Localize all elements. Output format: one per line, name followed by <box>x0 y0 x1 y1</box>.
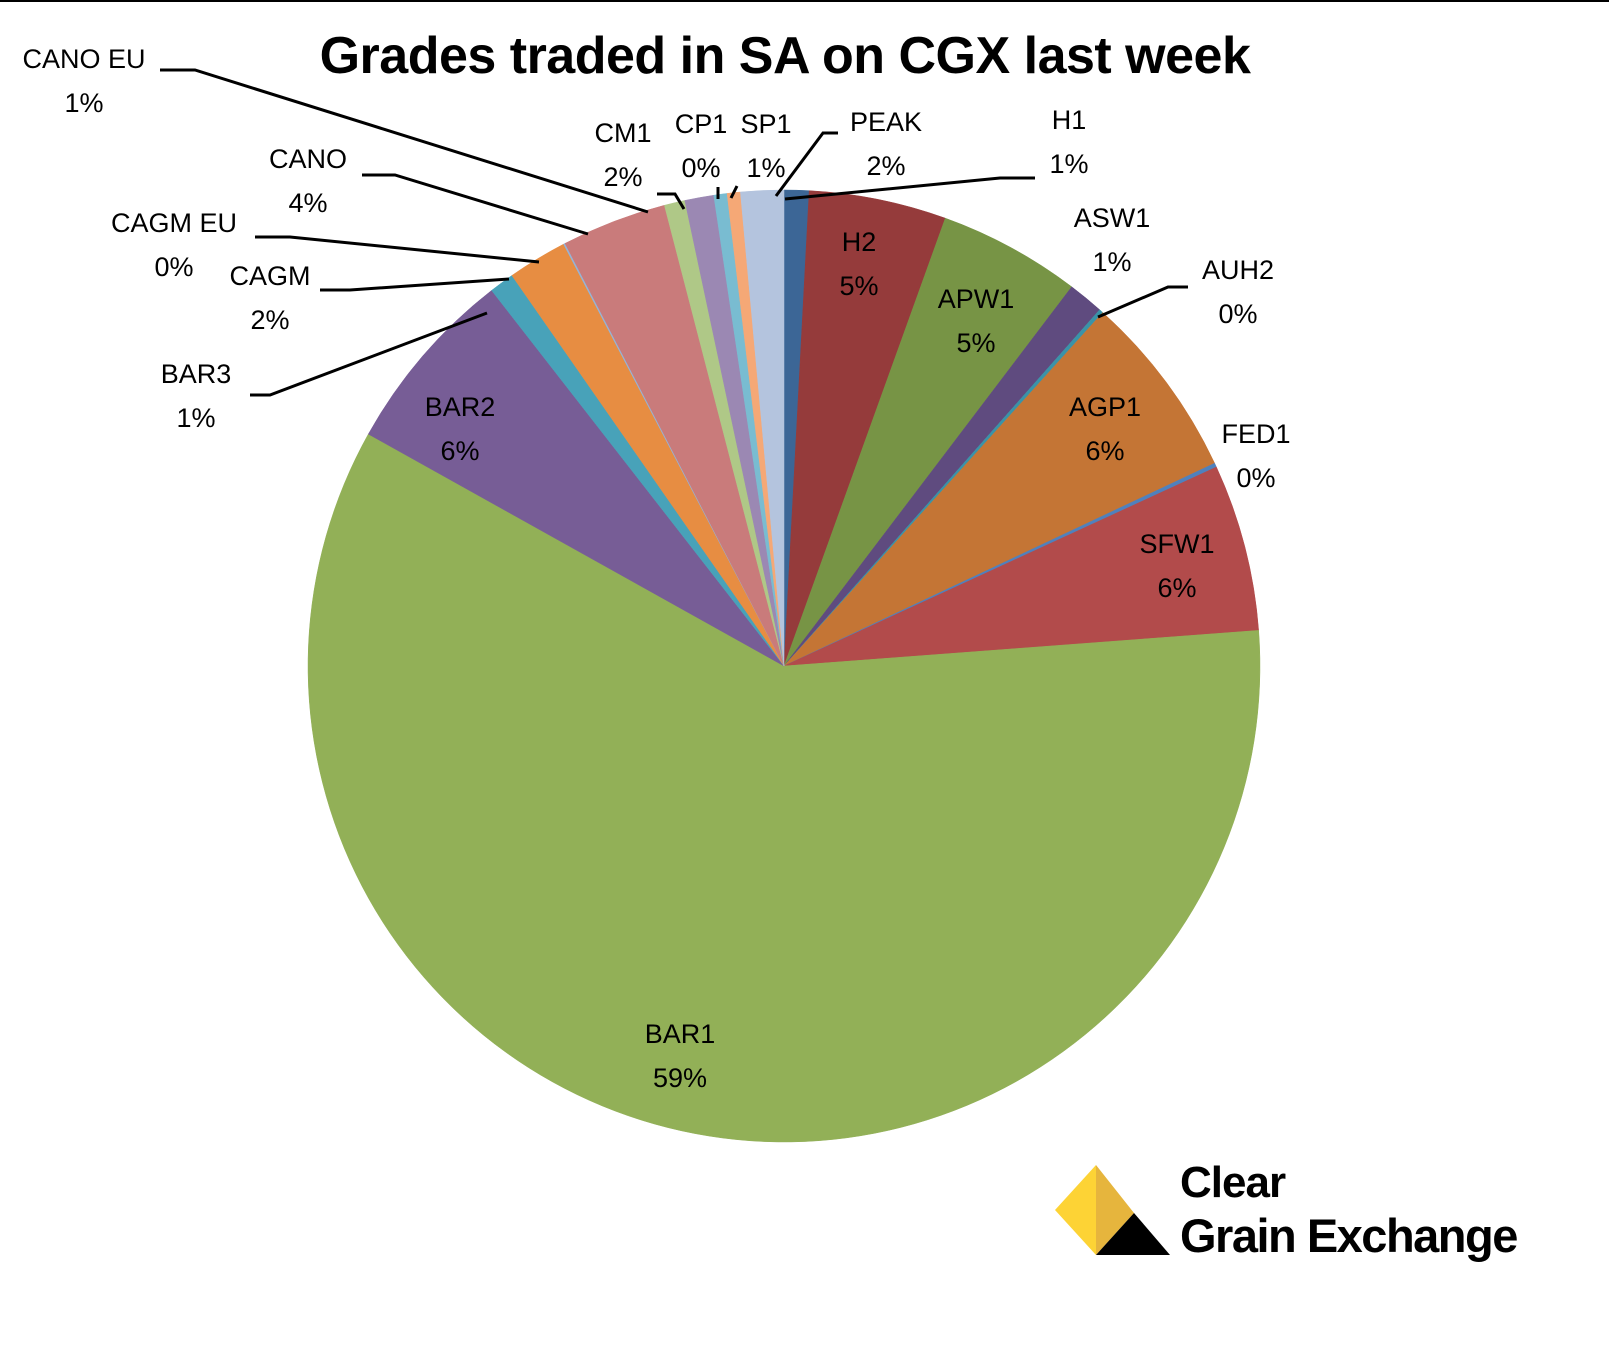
leader-line-cm1 <box>657 192 686 210</box>
label-name: BAR2 <box>425 392 496 422</box>
label-name: FED1 <box>1221 419 1290 449</box>
cgx-logo-mark <box>1055 1165 1170 1255</box>
label-name: CM1 <box>594 118 651 148</box>
label-name: SP1 <box>740 109 791 139</box>
label-pct: 0% <box>1218 299 1257 329</box>
chart-title: Grades traded in SA on CGX last week <box>319 27 1251 85</box>
label-pct: 5% <box>839 271 878 301</box>
label-pct: 1% <box>64 88 103 118</box>
label-pct: 1% <box>176 403 215 433</box>
logo-text-clear: Clear <box>1180 1158 1286 1207</box>
label-pct: 6% <box>1085 436 1124 466</box>
leader-line-bar3 <box>250 311 488 397</box>
leader-line-h1 <box>784 176 1035 201</box>
label-name: CP1 <box>675 109 728 139</box>
label-pct: 1% <box>746 153 785 183</box>
label-pct: 1% <box>1092 247 1131 277</box>
pie-slice-bar2 <box>367 290 785 667</box>
label-pct: 2% <box>603 162 642 192</box>
pie-slice-sfw1 <box>783 466 1259 667</box>
leader-line-cano <box>362 173 589 236</box>
label-pct: 1% <box>1049 149 1088 179</box>
label-name: ASW1 <box>1074 203 1151 233</box>
pie-slice-bar1 <box>307 433 1261 1143</box>
label-name: BAR3 <box>161 359 232 389</box>
pie-slices <box>307 189 1261 1143</box>
pie-slice-peak <box>740 189 785 667</box>
leader-line-peak <box>774 131 838 197</box>
leader-line-auh2 <box>1097 285 1188 319</box>
label-pct: 0% <box>154 252 193 282</box>
label-pct: 5% <box>956 328 995 358</box>
pie-slice-agp1 <box>783 312 1215 667</box>
label-name: AGP1 <box>1069 392 1141 422</box>
label-name: APW1 <box>938 284 1015 314</box>
label-name: CANO <box>269 144 347 174</box>
label-pct: 6% <box>440 436 479 466</box>
top-border <box>0 0 1609 2</box>
label-name: BAR1 <box>645 1019 716 1049</box>
label-pct: 0% <box>681 153 720 183</box>
logo-text-grain-exchange: Grain Exchange <box>1180 1209 1518 1262</box>
leader-line-sp1 <box>729 185 739 199</box>
logo-triangle-black <box>1096 1213 1170 1255</box>
label-name: CAGM <box>230 261 311 291</box>
label-name: H2 <box>842 227 877 257</box>
label-name: SFW1 <box>1139 529 1214 559</box>
label-pct: 59% <box>653 1063 707 1093</box>
logo-diamond-right <box>1096 1165 1134 1255</box>
label-pct: 0% <box>1236 463 1275 493</box>
data-labels: CANO EU 1% CANO 4% CAGM EU 0% CAGM 2% BA… <box>22 44 1290 1093</box>
label-name: PEAK <box>850 107 922 137</box>
logo-diamond-left <box>1055 1165 1096 1255</box>
leader-line-cagm <box>320 277 510 292</box>
label-pct: 6% <box>1157 573 1196 603</box>
label-pct: 2% <box>250 305 289 335</box>
leader-lines <box>160 68 1188 397</box>
leader-line-cagm-eu <box>255 235 540 264</box>
label-name: CANO EU <box>22 44 145 74</box>
label-name: AUH2 <box>1202 255 1274 285</box>
label-pct: 2% <box>866 151 905 181</box>
label-name: CAGM EU <box>111 208 237 238</box>
label-pct: 4% <box>288 188 327 218</box>
label-name: H1 <box>1052 105 1087 135</box>
leader-line-cano-eu <box>160 68 649 214</box>
